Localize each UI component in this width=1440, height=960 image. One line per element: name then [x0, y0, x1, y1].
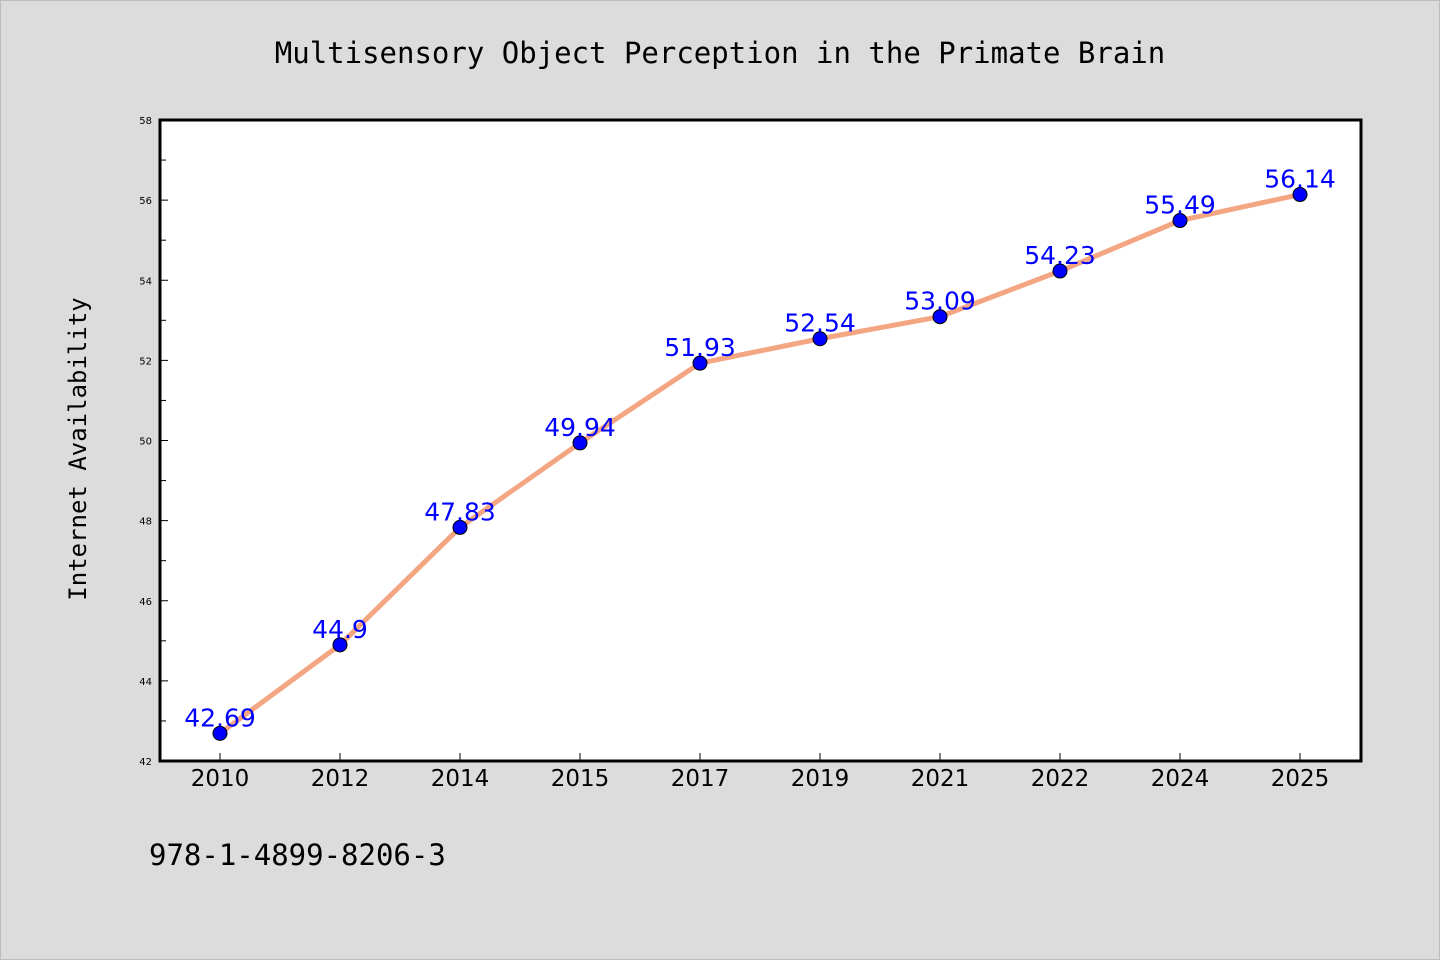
y-tick-label: 58: [139, 116, 152, 127]
x-tick-label: 2015: [551, 766, 610, 792]
x-tick-label: 2012: [311, 766, 370, 792]
x-tick-label: 2019: [791, 766, 850, 792]
x-tick-label: 2017: [671, 766, 730, 792]
x-tick-label: 2024: [1151, 766, 1210, 792]
data-point: [932, 309, 948, 325]
data-label: 56.14: [1264, 165, 1336, 194]
x-tick-label: 2014: [431, 766, 490, 792]
y-tick-label: 46: [139, 597, 152, 608]
footer-isbn: 978-1-4899-8206-3: [149, 838, 446, 872]
y-axis: 42 44 46 48 50 52 54 56 58: [139, 116, 168, 768]
data-label: 51.93: [664, 333, 736, 362]
y-tick-label: 48: [139, 517, 152, 528]
data-label: 47.83: [424, 497, 496, 526]
data-point: [812, 331, 828, 347]
data-point: [212, 725, 228, 741]
data-point: [572, 435, 588, 451]
data-point: [452, 519, 468, 535]
y-tick-label: 50: [139, 437, 152, 448]
y-axis-label: Internet Availability: [64, 297, 92, 600]
data-label: 42.69: [184, 703, 256, 732]
x-tick-label: 2025: [1271, 766, 1330, 792]
data-label: 54.23: [1024, 241, 1096, 270]
y-tick-label: 56: [139, 196, 152, 207]
data-point: [332, 637, 348, 653]
y-tick-label: 52: [139, 356, 152, 367]
data-point: [1292, 187, 1308, 203]
y-tick-label: 44: [139, 677, 152, 688]
y-tick-label: 42: [139, 757, 152, 768]
x-tick-label: 2010: [191, 766, 250, 792]
data-point: [1172, 213, 1188, 229]
x-tick-label: 2022: [1031, 766, 1090, 792]
data-point: [1052, 263, 1068, 279]
series-group: [212, 187, 1308, 741]
data-label: 52.54: [784, 309, 856, 338]
x-tick-label: 2021: [911, 766, 970, 792]
x-axis: 2010 2012 2014 2015 2017 2019 2021 2022 2024 2025: [191, 753, 1330, 792]
y-tick-label: 54: [139, 276, 152, 287]
data-point: [692, 355, 708, 371]
series-line: [217, 192, 1303, 736]
data-label: 44.9: [312, 615, 368, 644]
data-label: 55.49: [1144, 191, 1216, 220]
data-label: 49.94: [544, 413, 616, 442]
chart-title: Multisensory Object Perception in the Pr…: [275, 36, 1165, 70]
data-label: 53.09: [904, 287, 976, 316]
data-labels: 42.69 44.9 47.83 49.94 51.93 52.54 53.09 54.23 5…: [184, 165, 1336, 733]
